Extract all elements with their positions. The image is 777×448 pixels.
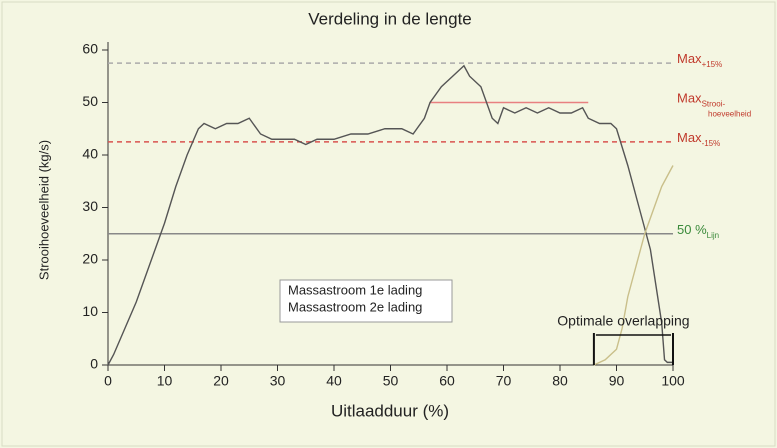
- y-tick-label: 50: [82, 93, 98, 109]
- reference-label: MaxStrooi-hoeveelheid: [677, 91, 751, 119]
- legend-entry: Massastroom 2e lading: [288, 299, 422, 314]
- y-tick-label: 0: [90, 356, 98, 372]
- reference-label-sub: Lijn: [707, 231, 719, 240]
- x-tick-label: 10: [157, 373, 173, 389]
- reference-label-sub: -15%: [702, 139, 721, 148]
- y-tick-label: 20: [82, 251, 98, 267]
- y-tick-label: 10: [82, 303, 98, 319]
- y-tick-label: 60: [82, 41, 98, 57]
- reference-label-sub: +15%: [702, 60, 723, 69]
- reference-label-main: Max: [677, 91, 702, 106]
- reference-label-main: Max: [677, 52, 702, 67]
- reference-label: Max+15%: [677, 52, 722, 70]
- x-tick-label: 100: [661, 373, 685, 389]
- reference-label: 50 %Lijn: [677, 222, 719, 240]
- legend-entry: Massastroom 1e lading: [288, 282, 422, 297]
- x-axis-label: Uitlaadduur (%): [331, 401, 449, 420]
- reference-label: Max-15%: [677, 130, 720, 148]
- annotation-text: Optimale overlapping: [557, 313, 689, 329]
- reference-label-sub: hoeveelheid: [708, 110, 751, 119]
- x-tick-label: 60: [439, 373, 455, 389]
- x-tick-label: 80: [552, 373, 568, 389]
- legend-box: [279, 279, 453, 323]
- x-tick-label: 90: [609, 373, 625, 389]
- x-tick-label: 50: [383, 373, 399, 389]
- x-tick-label: 40: [326, 373, 342, 389]
- x-tick-label: 70: [496, 373, 512, 389]
- reference-label-main: Max: [677, 130, 702, 145]
- x-tick-label: 0: [104, 373, 112, 389]
- y-axis-label: Strooihoeveelheid (kg/s): [36, 140, 51, 280]
- reference-label-main: 50 %: [677, 222, 707, 237]
- x-tick-label: 20: [213, 373, 229, 389]
- reference-label-sub: Strooi-: [702, 100, 726, 109]
- x-tick-label: 30: [270, 373, 286, 389]
- chart-title: Verdeling in de lengte: [308, 9, 472, 28]
- series-line: [593, 165, 674, 366]
- y-tick-label: 30: [82, 198, 98, 214]
- y-tick-label: 40: [82, 146, 98, 162]
- series-line: [107, 64, 673, 366]
